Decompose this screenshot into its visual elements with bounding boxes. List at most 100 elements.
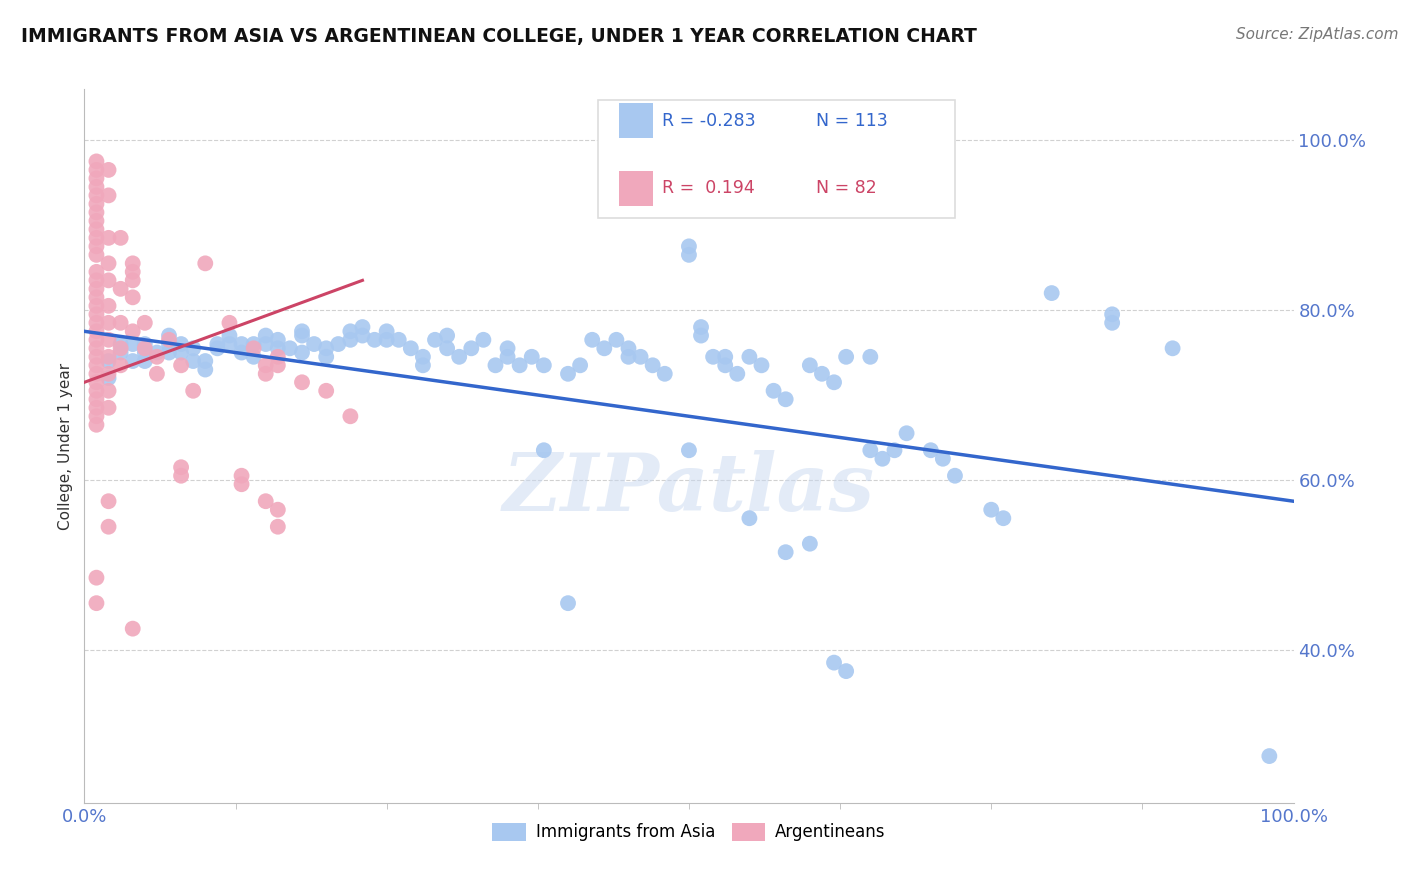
Point	[738, 350, 761, 364]
Point	[533, 443, 555, 458]
Point	[630, 350, 652, 364]
Point	[823, 376, 845, 390]
Point	[725, 367, 748, 381]
Point	[181, 384, 204, 398]
Point	[97, 162, 120, 177]
Point	[363, 333, 385, 347]
Point	[799, 537, 821, 551]
Point	[86, 273, 108, 287]
Point	[1040, 286, 1063, 301]
Point	[641, 359, 664, 373]
Point	[86, 222, 108, 236]
Point	[218, 316, 240, 330]
Point	[581, 333, 603, 347]
Point	[859, 443, 882, 458]
Point	[436, 341, 458, 355]
Point	[134, 354, 156, 368]
FancyBboxPatch shape	[599, 100, 955, 218]
Point	[1101, 316, 1123, 330]
Point	[569, 359, 592, 373]
Point	[328, 337, 350, 351]
Point	[86, 299, 108, 313]
Point	[617, 350, 640, 364]
Point	[375, 333, 398, 347]
Point	[86, 392, 108, 407]
Text: N = 113: N = 113	[815, 112, 887, 129]
Point	[388, 333, 411, 347]
Point	[702, 350, 724, 364]
Point	[86, 409, 108, 424]
Point	[207, 337, 229, 351]
Point	[690, 320, 713, 334]
Point	[254, 367, 277, 381]
Point	[134, 316, 156, 330]
Point	[932, 451, 955, 466]
Point	[86, 596, 108, 610]
Point	[1101, 307, 1123, 321]
Point	[267, 333, 290, 347]
Point	[412, 350, 434, 364]
Point	[97, 494, 120, 508]
Point	[242, 341, 264, 355]
Point	[472, 333, 495, 347]
Point	[86, 316, 108, 330]
Point	[86, 417, 108, 432]
Point	[146, 345, 169, 359]
Point	[399, 341, 422, 355]
Point	[509, 359, 531, 373]
Point	[86, 333, 108, 347]
Point	[993, 511, 1015, 525]
Point	[449, 350, 471, 364]
Point	[352, 320, 374, 334]
Point	[267, 341, 290, 355]
Point	[254, 494, 277, 508]
Point	[762, 384, 785, 398]
Point	[97, 273, 120, 287]
Point	[218, 328, 240, 343]
Point	[97, 350, 120, 364]
Text: R =  0.194: R = 0.194	[662, 179, 755, 197]
FancyBboxPatch shape	[619, 171, 652, 205]
Point	[315, 384, 337, 398]
Text: IMMIGRANTS FROM ASIA VS ARGENTINEAN COLLEGE, UNDER 1 YEAR CORRELATION CHART: IMMIGRANTS FROM ASIA VS ARGENTINEAN COLL…	[21, 27, 977, 45]
Point	[291, 345, 314, 359]
Point	[170, 337, 193, 351]
Point	[121, 256, 143, 270]
Y-axis label: College, Under 1 year: College, Under 1 year	[58, 362, 73, 530]
Text: ZIPatlas: ZIPatlas	[503, 450, 875, 527]
Point	[896, 426, 918, 441]
Point	[86, 350, 108, 364]
Point	[231, 477, 253, 491]
Point	[315, 350, 337, 364]
Point	[86, 239, 108, 253]
Point	[339, 324, 361, 338]
Point	[207, 341, 229, 355]
Point	[835, 350, 858, 364]
Point	[157, 333, 180, 347]
Point	[86, 307, 108, 321]
Point	[146, 350, 169, 364]
Point	[97, 256, 120, 270]
Point	[267, 350, 290, 364]
Point	[423, 333, 446, 347]
Point	[97, 316, 120, 330]
Point	[121, 354, 143, 368]
Point	[86, 154, 108, 169]
Point	[714, 350, 737, 364]
Point	[738, 511, 761, 525]
Point	[231, 468, 253, 483]
Point	[484, 359, 506, 373]
Point	[86, 401, 108, 415]
Legend: Immigrants from Asia, Argentineans: Immigrants from Asia, Argentineans	[485, 816, 893, 848]
Point	[520, 350, 543, 364]
Point	[775, 392, 797, 407]
Point	[134, 345, 156, 359]
Point	[110, 231, 132, 245]
Point	[181, 354, 204, 368]
Point	[86, 290, 108, 304]
Point	[121, 265, 143, 279]
Point	[97, 231, 120, 245]
Point	[605, 333, 627, 347]
Point	[86, 231, 108, 245]
Point	[920, 443, 942, 458]
